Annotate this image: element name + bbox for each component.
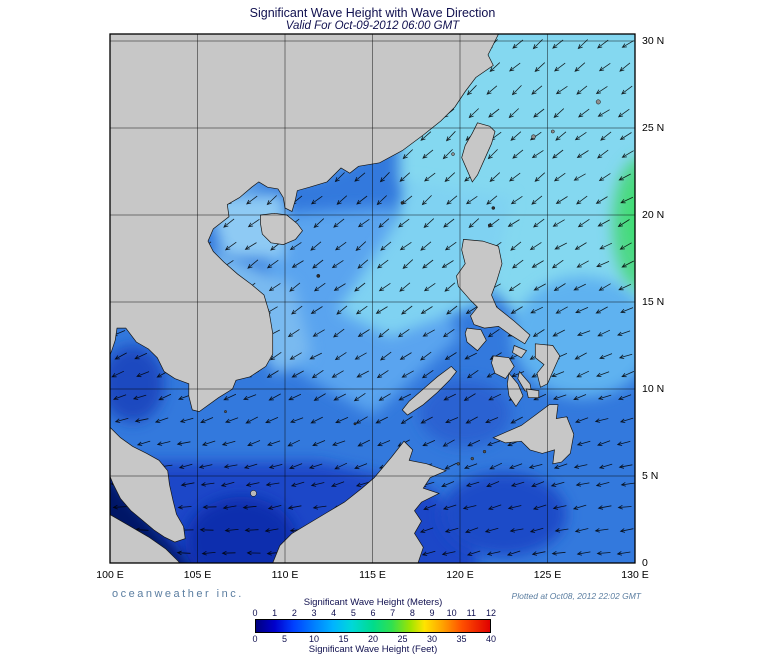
meters-tick: 0 [252,608,258,618]
meters-tick: 4 [331,608,337,618]
graticule [110,34,635,563]
land-panay [491,355,515,380]
lon-tick-label: 125 E [533,569,562,581]
lat-tick-label: 30 N [642,35,665,47]
land-mindoro [464,327,487,352]
meters-tick: 12 [485,608,497,618]
feet-tick: 0 [252,634,258,644]
legend-meters-ticks: 0 1 2 3 4 5 6 7 8 9 10 11 12 [237,608,509,618]
karimata-dark [185,496,298,563]
island-sulu-chain-1 [456,462,460,466]
lat-tick-label: 20 N [642,209,665,221]
lat-tick-label: 10 N [642,383,665,395]
legend-feet-ticks: 0 5 10 15 20 25 30 35 40 [237,634,509,644]
island-natuna [250,490,257,497]
lon-tick-label: 110 E [271,569,299,581]
island-pratas [400,201,404,205]
lat-tick-label: 5 N [642,470,659,482]
lon-tick-label: 120 E [446,569,474,581]
meters-tick: 7 [390,608,396,618]
lon-tick-label: 130 E [621,569,649,581]
feet-tick: 10 [308,634,320,644]
land-mindanao [492,404,575,465]
meters-tick: 10 [446,608,457,618]
plotted-timestamp: Plotted at Oct08, 2012 22:02 GMT [511,591,641,601]
sulu-mid [419,380,511,447]
island-paracel [316,274,321,278]
island-sulu-chain-3 [482,449,487,454]
island-penghu [451,152,455,156]
feet-tick: 15 [338,634,349,644]
land-sumatra [110,514,181,563]
feet-tick: 5 [281,634,288,644]
page-title: Significant Wave Height with Wave Direct… [249,6,496,20]
island-miyako [550,129,555,134]
meters-tick: 5 [350,608,356,618]
lat-tick-label: 15 N [642,296,665,308]
meters-tick: 6 [370,608,376,618]
feet-tick: 30 [426,634,438,644]
oceanweather-logo-text: oceanweather inc. [112,588,244,600]
island-batanes [491,206,496,210]
land-hainan [260,212,303,245]
lon-tick-label: 115 E [359,569,386,581]
land-taiwan [461,122,496,183]
island-sulu-chain-2 [470,456,474,461]
land-luzon [456,239,531,345]
lon-tick-label: 100 E [96,569,124,581]
feet-tick: 20 [367,634,379,644]
meters-tick: 2 [291,608,297,618]
green-core [629,189,635,248]
land-asia-mainland [110,34,499,543]
feet-tick: 25 [397,634,408,644]
feet-tick: 40 [485,634,497,644]
lon-tick-label: 105 E [183,569,212,581]
legend-meters-label: Significant Wave Height (Meters) [303,597,443,608]
land-masbate [512,345,528,359]
lat-tick-label: 0 [642,557,648,569]
meters-tick: 9 [429,608,435,618]
celebes-dark [440,472,567,557]
meters-tick: 11 [466,608,476,618]
meters-tick: 1 [272,608,278,618]
green-right-edge [612,158,635,289]
island-babuyan [487,223,492,228]
island-ishigaki [531,134,536,139]
valid-time-subtitle: Valid For Oct-09-2012 06:00 GMT [285,20,460,32]
map-border [109,33,636,564]
island-okinawa [595,99,601,105]
meters-tick: 3 [311,608,317,618]
land-negros [506,372,524,408]
island-spratly [353,422,357,426]
meters-tick: 8 [409,608,415,618]
land-layer [110,34,601,563]
island-con-dao [224,410,227,414]
land-borneo [272,440,447,563]
land-bohol [526,388,540,399]
feet-tick: 35 [456,634,467,644]
lat-tick-label: 25 N [642,122,665,134]
wave-height-colorbar [255,619,491,633]
land-palawan [401,365,457,416]
pacific-cyan [398,34,635,352]
legend-feet-label: Significant Wave Height (Feet) [308,644,438,655]
gulf-thailand-dark [110,345,165,423]
